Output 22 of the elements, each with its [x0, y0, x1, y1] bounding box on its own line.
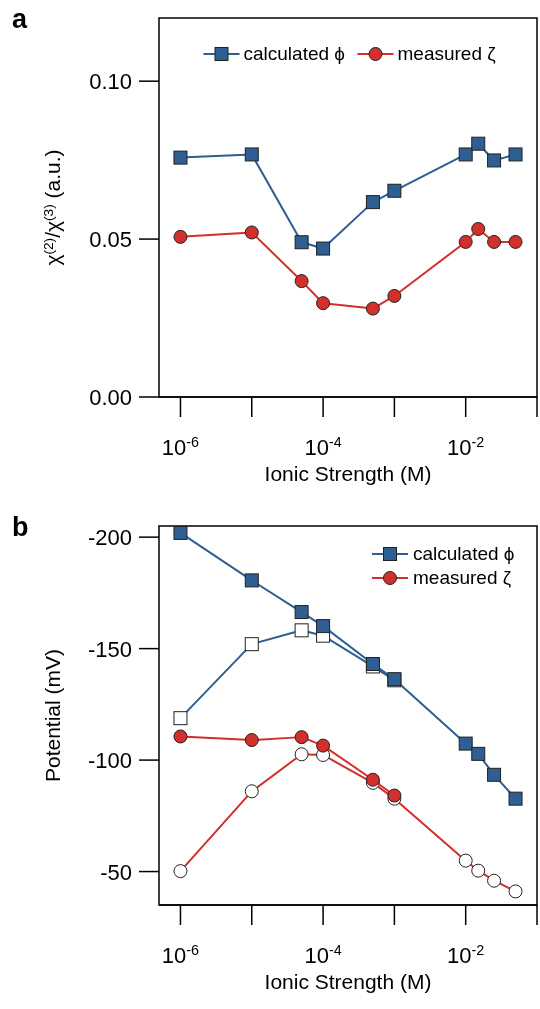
x-tick-label: 10$^{-4}$ — [304, 942, 342, 968]
x-axis-title: Ionic Strength (M) — [264, 462, 432, 485]
y-tick-label: -150 — [87, 636, 132, 662]
y-tick-label: 0.10 — [89, 69, 132, 95]
x-tick-label: 10$^{-2}$ — [447, 434, 485, 460]
x-tick-label: 10$^{-2}$ — [447, 942, 485, 968]
chart-title: a — [12, 4, 28, 34]
legend-label: calculated ϕ — [413, 543, 515, 564]
y-tick-label: -200 — [87, 525, 132, 551]
x-axis-title: Ionic Strength (M) — [264, 970, 432, 993]
legend-label: calculated ϕ — [243, 43, 345, 64]
y-tick-label: 0.00 — [89, 385, 132, 410]
chart-title: b — [12, 512, 29, 542]
y-axis-title: Potential (mV) — [41, 648, 64, 783]
x-tick-label: 10$^{-6}$ — [161, 434, 200, 460]
x-tick-label: 10$^{-4}$ — [304, 434, 342, 460]
x-tick-label: 10$^{-6}$ — [161, 942, 200, 968]
legend-label: measured ζ — [397, 43, 497, 64]
legend-label: measured ζ — [413, 567, 512, 588]
y-tick-label: 0.05 — [89, 227, 132, 253]
y-tick-label: -50 — [100, 859, 132, 885]
y-tick-label: -100 — [87, 748, 132, 774]
